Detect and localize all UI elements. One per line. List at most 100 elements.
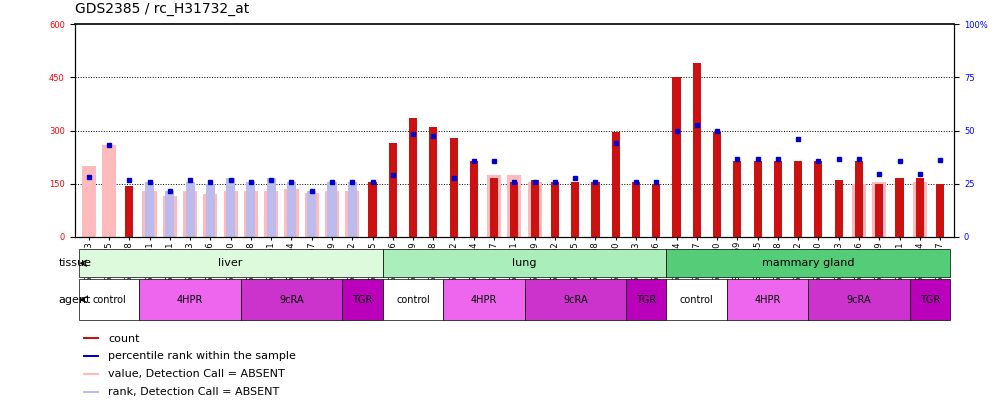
Bar: [794, 161, 802, 237]
Bar: [490, 179, 498, 237]
Bar: [487, 175, 501, 237]
Text: count: count: [108, 334, 139, 343]
Bar: [83, 337, 99, 339]
Text: TGR: TGR: [636, 295, 656, 305]
Bar: [591, 182, 599, 237]
Bar: [728, 279, 808, 320]
Bar: [142, 191, 157, 237]
Bar: [145, 182, 154, 237]
Bar: [507, 175, 522, 237]
Text: control: control: [92, 295, 126, 305]
Bar: [345, 191, 360, 237]
Bar: [226, 179, 236, 237]
Bar: [327, 182, 337, 237]
Bar: [83, 355, 99, 357]
Bar: [224, 191, 238, 237]
Text: 4HPR: 4HPR: [754, 295, 781, 305]
Bar: [666, 279, 728, 320]
Bar: [83, 373, 99, 375]
Bar: [673, 77, 681, 237]
Text: 9cRA: 9cRA: [563, 295, 587, 305]
Bar: [808, 279, 910, 320]
Bar: [369, 182, 377, 237]
Bar: [531, 180, 539, 237]
Bar: [875, 184, 884, 237]
Bar: [429, 127, 437, 237]
Text: 9cRA: 9cRA: [279, 295, 304, 305]
Bar: [389, 143, 397, 237]
Bar: [83, 390, 99, 393]
Bar: [774, 161, 782, 237]
Bar: [183, 191, 197, 237]
Bar: [470, 161, 478, 237]
Bar: [852, 184, 866, 237]
Bar: [409, 118, 417, 237]
Bar: [186, 182, 195, 237]
Bar: [525, 279, 626, 320]
Bar: [348, 182, 357, 237]
Text: agent: agent: [59, 295, 90, 305]
Bar: [875, 184, 884, 237]
Bar: [264, 191, 278, 237]
Bar: [734, 161, 742, 237]
Bar: [304, 193, 319, 237]
Bar: [165, 191, 174, 237]
Bar: [753, 161, 761, 237]
Bar: [244, 191, 258, 237]
Bar: [666, 249, 950, 277]
Bar: [910, 279, 950, 320]
Bar: [872, 182, 887, 237]
Text: control: control: [680, 295, 714, 305]
Bar: [203, 194, 218, 237]
Bar: [125, 186, 133, 237]
Text: rank, Detection Call = ABSENT: rank, Detection Call = ABSENT: [108, 387, 279, 397]
Text: percentile rank within the sample: percentile rank within the sample: [108, 352, 296, 361]
Bar: [835, 180, 843, 237]
Bar: [79, 279, 139, 320]
Text: GDS2385 / rc_H31732_at: GDS2385 / rc_H31732_at: [75, 2, 248, 16]
Bar: [652, 184, 660, 237]
Bar: [266, 179, 275, 237]
Text: TGR: TGR: [919, 295, 940, 305]
Bar: [163, 196, 177, 237]
Bar: [284, 189, 298, 237]
Bar: [855, 161, 863, 237]
Bar: [325, 191, 339, 237]
Bar: [510, 182, 519, 237]
Text: 4HPR: 4HPR: [177, 295, 203, 305]
Bar: [383, 249, 666, 277]
Bar: [572, 182, 580, 237]
Bar: [693, 63, 701, 237]
Bar: [713, 132, 721, 237]
Text: control: control: [397, 295, 430, 305]
Bar: [102, 145, 116, 237]
Bar: [82, 166, 95, 237]
Bar: [383, 279, 443, 320]
Bar: [611, 132, 620, 237]
Bar: [449, 138, 457, 237]
Text: 4HPR: 4HPR: [471, 295, 497, 305]
Bar: [912, 182, 926, 237]
Bar: [915, 179, 923, 237]
Text: mammary gland: mammary gland: [762, 258, 855, 268]
Bar: [79, 249, 383, 277]
Bar: [443, 279, 525, 320]
Bar: [632, 182, 640, 237]
Bar: [139, 279, 241, 320]
Text: TGR: TGR: [352, 295, 373, 305]
Bar: [896, 179, 904, 237]
Bar: [247, 182, 255, 237]
Bar: [307, 191, 316, 237]
Bar: [287, 182, 296, 237]
Bar: [528, 182, 542, 237]
Bar: [814, 161, 822, 237]
Bar: [206, 184, 215, 237]
Text: liver: liver: [219, 258, 243, 268]
Bar: [626, 279, 666, 320]
Bar: [551, 182, 559, 237]
Text: tissue: tissue: [59, 258, 91, 268]
Text: value, Detection Call = ABSENT: value, Detection Call = ABSENT: [108, 369, 284, 379]
Bar: [342, 279, 383, 320]
Text: 9cRA: 9cRA: [847, 295, 872, 305]
Bar: [936, 184, 944, 237]
